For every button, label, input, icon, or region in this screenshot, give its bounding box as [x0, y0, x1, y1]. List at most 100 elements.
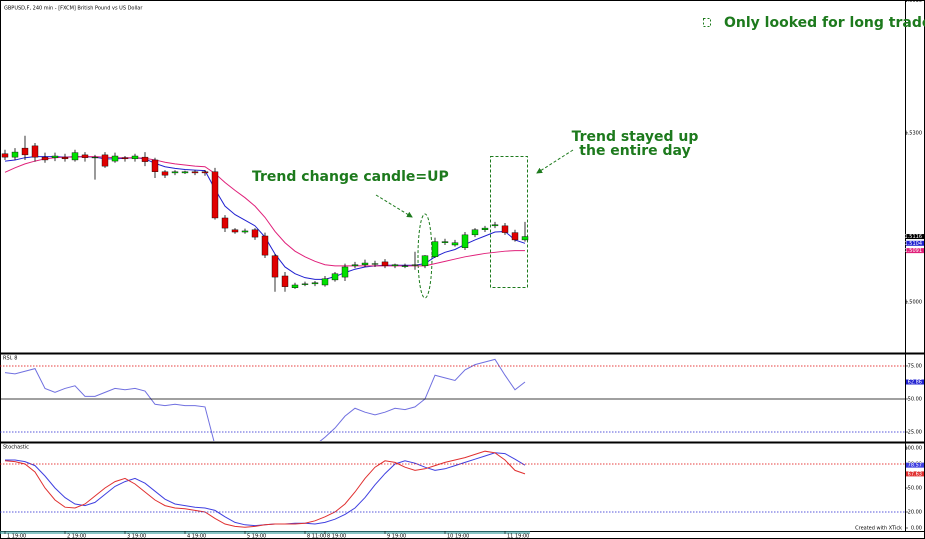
candle-body [341, 266, 349, 278]
y-tick-label: 50.00 [908, 396, 922, 402]
candle-body [451, 242, 459, 246]
price-marker [906, 234, 924, 240]
candle-body [11, 151, 19, 158]
y-tick-label: 100.00 [905, 446, 923, 452]
candle-body [471, 229, 479, 236]
candle-body [221, 217, 229, 229]
panel [4, 358, 526, 441]
price-marker [906, 462, 924, 468]
candle-body [21, 147, 29, 156]
y-tick-label: 50.00 [908, 486, 922, 492]
price-marker [906, 248, 924, 254]
candle-body [81, 154, 89, 158]
candle-body [191, 171, 199, 174]
footnote: Created with XTick [855, 526, 902, 532]
candle-body [511, 232, 519, 241]
candle-body [421, 255, 429, 267]
candle-body [361, 262, 369, 265]
x-tick-label: 3 19:00 [127, 534, 146, 539]
highlight-box [490, 156, 528, 288]
candle-body [41, 156, 49, 161]
price-marker [906, 471, 924, 477]
candle-body [181, 171, 189, 174]
panel-title: Stochastic [3, 445, 29, 451]
y-tick-label: 1.5300 [905, 130, 923, 136]
y-tick-label: 20.00 [908, 510, 922, 516]
y-tick-label: 25.00 [908, 430, 922, 436]
indicator-line [4, 358, 526, 441]
price-marker [906, 240, 924, 246]
x-tick-label: 4 19:00 [187, 534, 206, 539]
candle-body [91, 156, 99, 159]
x-tick-label: 1 19:00 [7, 534, 26, 539]
candle-body [391, 264, 399, 267]
candle-body [311, 282, 319, 285]
candle-body [251, 229, 259, 238]
annotation: Trend change candle=UP [252, 169, 449, 185]
candle-body [521, 236, 529, 241]
y-tick-label: 75.00 [908, 363, 922, 369]
candle-body [1, 153, 9, 158]
candle-body [461, 234, 469, 249]
candle-body [101, 154, 109, 167]
candle-body [321, 278, 329, 286]
candle-body [281, 275, 289, 287]
candle-body [61, 156, 69, 160]
x-tick-label: 8 19:00 [327, 534, 346, 539]
candle-body [401, 265, 409, 267]
candle-body [441, 241, 449, 243]
price-marker-label: 1.5091 [905, 248, 923, 254]
price-marker-label: 1.5116 [905, 234, 923, 240]
candle-body [201, 171, 209, 174]
candle-body [351, 264, 359, 267]
price-marker [906, 379, 924, 385]
candle-body [481, 227, 489, 230]
candle-body [331, 273, 339, 281]
x-tick-label: 8 11:00 [307, 534, 326, 539]
candle-body [171, 171, 179, 174]
panel-title: RSI, 8 [3, 356, 17, 362]
candle-body [211, 171, 219, 219]
panel [4, 450, 526, 528]
candle-body [261, 235, 269, 256]
price-marker-label: 78.57 [908, 463, 922, 469]
candle-body [161, 171, 169, 176]
indicator-line [4, 156, 525, 267]
annotation: the entire day [579, 143, 690, 159]
candle-body [501, 225, 509, 233]
candle-body [271, 255, 279, 278]
session-strip [0, 531, 530, 534]
candle-body [241, 230, 249, 233]
arrow [375, 194, 413, 218]
price-marker-label: 62.86 [908, 380, 922, 386]
price-marker-label: 67.63 [908, 471, 922, 477]
candle-body [71, 152, 79, 161]
candle-body [141, 156, 149, 162]
annotation: Only looked for long trades [724, 15, 925, 31]
candle-body [411, 264, 419, 266]
candle-body [491, 224, 499, 227]
panel [1, 135, 529, 292]
candle-body [121, 157, 129, 160]
candle-body [231, 229, 239, 233]
x-tick-label: 2 19:00 [67, 534, 86, 539]
x-tick-label: 9 19:00 [387, 534, 406, 539]
candle-body [131, 155, 139, 160]
y-tick-label: 1.5535 [905, 0, 923, 4]
candle-body [381, 261, 389, 267]
note-icon [703, 18, 711, 27]
candle-body [31, 145, 39, 158]
x-tick-label: 10 19:00 [447, 534, 469, 539]
candle-body [301, 283, 309, 285]
x-tick-label: 5 19:00 [247, 534, 266, 539]
chart-title: GBPUSD,F, 240 min - [FXCM] British Pound… [4, 6, 143, 12]
x-tick-label: 11 19:00 [507, 534, 529, 539]
price-marker-label: 1.5104 [905, 241, 923, 247]
indicator-line [4, 450, 526, 528]
y-tick-label: 1.5000 [905, 299, 923, 305]
candle-body [291, 284, 299, 288]
candle-body [431, 241, 439, 258]
candle-body [371, 263, 379, 265]
arrow [536, 149, 574, 174]
